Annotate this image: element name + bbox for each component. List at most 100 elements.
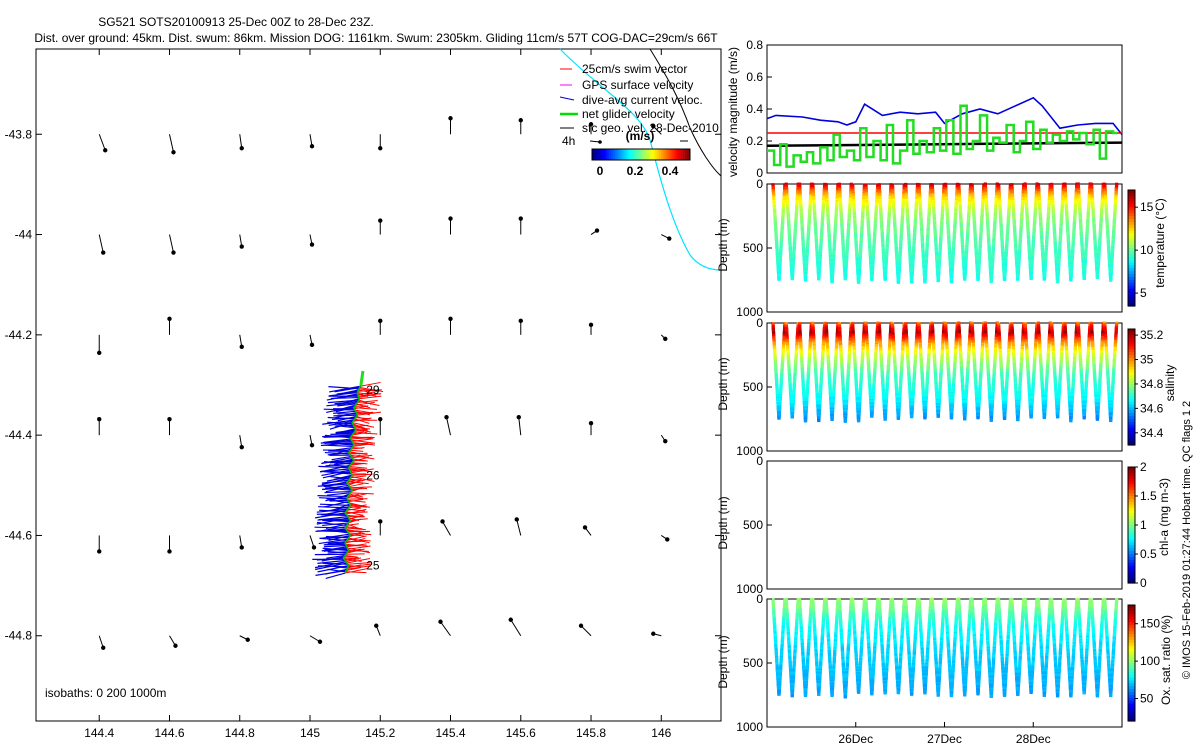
colorbar-cell bbox=[1128, 224, 1135, 229]
colorbar-cell bbox=[1128, 216, 1135, 220]
swim-vector bbox=[348, 499, 366, 503]
geo-vector-head bbox=[438, 619, 443, 624]
dac-vector bbox=[316, 517, 349, 525]
dac-vector bbox=[325, 523, 348, 530]
dac-vector bbox=[333, 410, 356, 414]
speed-colorbar-cell bbox=[646, 149, 650, 160]
dac-vector bbox=[322, 470, 351, 479]
colorbar-cell bbox=[1128, 274, 1135, 278]
geo-vector bbox=[168, 234, 174, 253]
speed-colorbar-cell bbox=[631, 149, 634, 160]
glider-track-layer bbox=[312, 370, 384, 579]
depth-data-point bbox=[936, 278, 940, 283]
map-x-tick-label: 145.2 bbox=[365, 726, 395, 740]
swim-vector bbox=[347, 562, 371, 565]
dac-vector bbox=[321, 556, 345, 562]
dac-vector bbox=[330, 503, 351, 512]
depth-data-point bbox=[857, 280, 861, 284]
depth-data-point bbox=[1042, 277, 1047, 281]
speed-colorbar-cell bbox=[637, 149, 640, 160]
speed-colorbar-cell bbox=[652, 149, 655, 160]
geo-vector bbox=[510, 619, 522, 637]
colorbar-cell bbox=[1128, 297, 1135, 301]
geo-vector-head bbox=[518, 318, 523, 324]
geo-vector-head bbox=[171, 150, 176, 155]
speed-colorbar-cell bbox=[627, 149, 630, 160]
colorbar-cell bbox=[1128, 204, 1135, 208]
swim-vector bbox=[345, 543, 360, 547]
dac-vector bbox=[329, 447, 353, 452]
geo-vector-head bbox=[317, 639, 323, 644]
colorbar-cell bbox=[1128, 265, 1135, 269]
legend-label-net: net glider velocity bbox=[582, 107, 675, 121]
speed-colorbar-cell bbox=[688, 149, 691, 160]
colorbar-cell bbox=[1128, 288, 1135, 293]
swim-vector bbox=[352, 447, 363, 449]
colorbar-cell bbox=[1128, 201, 1135, 206]
geo-vector-head bbox=[378, 416, 383, 422]
swim-vector bbox=[351, 435, 374, 440]
swim-vector bbox=[355, 410, 371, 416]
geo-vector-head bbox=[444, 414, 449, 420]
velocity-y-tick-label: 0.6 bbox=[746, 70, 763, 84]
speed-colorbar-cell bbox=[609, 149, 612, 160]
dac-vector bbox=[324, 440, 353, 444]
speed-colorbar-tick-0: 0 bbox=[597, 164, 604, 178]
map-x-tick-label: 145.8 bbox=[576, 726, 606, 740]
speed-colorbar-cell bbox=[611, 149, 614, 160]
depth-data-point bbox=[790, 415, 794, 419]
depth-data-point bbox=[870, 277, 874, 281]
map-y-ticks: -43.8-44-44.2-44.4-44.6-44.8 bbox=[5, 127, 721, 643]
speed-colorbar-cell bbox=[607, 149, 610, 160]
geostrophic-vectors bbox=[97, 116, 672, 650]
depth-data-point bbox=[963, 277, 967, 281]
depth-data-point bbox=[803, 419, 808, 423]
dac-vector bbox=[328, 534, 351, 541]
dac-vector bbox=[324, 490, 352, 494]
colorbar-cell bbox=[1128, 221, 1135, 226]
map-panel: 144.4 144.6 144.8 145 145.2 145.4 145.6 145.8 14… bbox=[5, 48, 722, 740]
geo-vector-head bbox=[578, 623, 584, 628]
speed-colorbar-cell bbox=[674, 149, 677, 160]
dac-vector bbox=[318, 538, 348, 545]
swim-vector bbox=[352, 423, 366, 430]
colorbar-cell bbox=[1128, 242, 1135, 246]
geo-vector-head bbox=[378, 146, 383, 151]
swim-vector bbox=[345, 526, 363, 530]
depth-data-point bbox=[910, 280, 914, 284]
legend-colorbar-title: (m/s) bbox=[626, 129, 655, 143]
dac-vector bbox=[321, 457, 353, 465]
legend-item-net-glider-velocity: net glider velocity bbox=[560, 107, 675, 121]
speed-colorbar-cell bbox=[613, 149, 616, 160]
swim-vector bbox=[345, 555, 358, 558]
swim-vector bbox=[345, 571, 367, 574]
speed-colorbar-cell bbox=[639, 149, 642, 160]
colorbar-tick-label: 5 bbox=[1140, 286, 1147, 300]
dac-vector bbox=[325, 568, 348, 575]
swim-vector bbox=[347, 523, 359, 529]
depth-data-point bbox=[817, 277, 821, 281]
scale-label: 4h bbox=[562, 134, 575, 148]
geo-vector-head bbox=[448, 216, 453, 221]
velocity-y-tick-label: 0 bbox=[756, 166, 763, 180]
speed-colorbar-cell bbox=[633, 149, 636, 160]
dac-vector bbox=[337, 415, 357, 422]
depth-data-point bbox=[923, 280, 927, 284]
geo-vector-head bbox=[239, 344, 244, 350]
map-y-tick-label: -44.6 bbox=[5, 528, 33, 542]
swim-vector bbox=[344, 558, 362, 562]
dac-vector bbox=[325, 542, 346, 546]
swim-vector bbox=[348, 517, 360, 522]
swim-vector bbox=[353, 424, 365, 430]
map-y-tick-label: -44 bbox=[15, 228, 33, 242]
dac-vector bbox=[337, 403, 357, 407]
scale-vector bbox=[589, 140, 601, 143]
colorbar-tick-label: 15 bbox=[1140, 200, 1154, 214]
depth-y-tick-label: 0 bbox=[756, 177, 763, 191]
colorbar-cell bbox=[1128, 285, 1135, 290]
depth-data-point bbox=[883, 277, 887, 281]
swim-vector bbox=[352, 462, 368, 465]
colorbar-cell bbox=[1128, 195, 1135, 200]
